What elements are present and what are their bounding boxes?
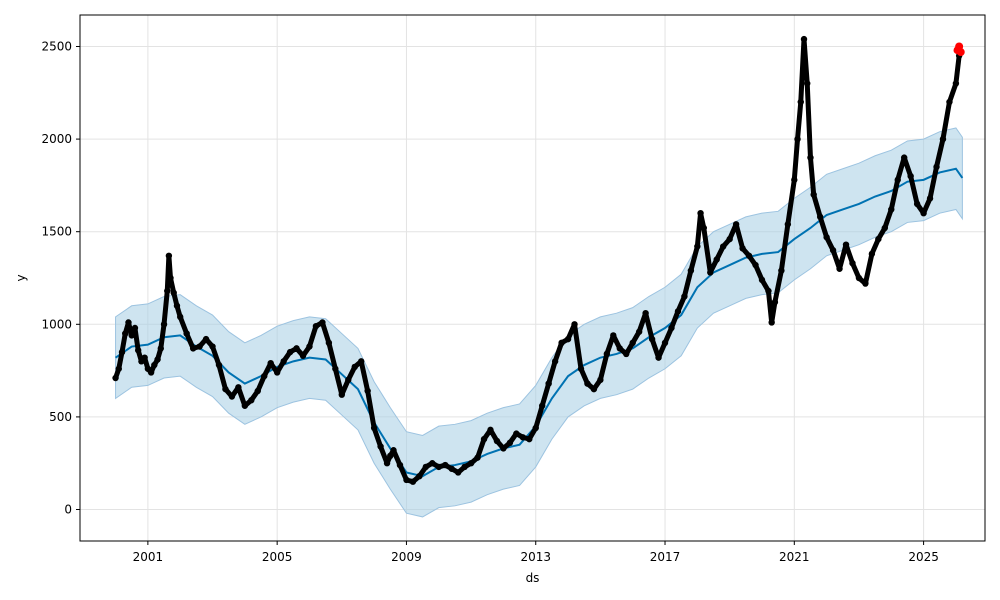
latest-points (953, 42, 965, 57)
observed-point-trace (113, 36, 962, 485)
x-tick-label: 2017 (650, 550, 681, 564)
plot-frame (79, 14, 986, 542)
uncertainty-band-area (115, 127, 963, 518)
y-tick-label: 1500 (41, 225, 72, 239)
x-tick-label: 2009 (391, 550, 422, 564)
x-tick-label: 2025 (908, 550, 939, 564)
y-tick-label: 2000 (41, 132, 72, 146)
forecast-line (114, 167, 964, 478)
observed-points (112, 35, 963, 485)
y-tick-label: 0 (64, 503, 72, 517)
x-axis-ticks: 2001 2005 2009 2013 2017 2021 2025 (133, 541, 939, 564)
y-axis-ticks: 0 500 1000 1500 2000 2500 (41, 39, 80, 517)
x-tick-label: 2013 (520, 550, 551, 564)
y-tick-label: 500 (49, 410, 72, 424)
x-tick-label: 2005 (262, 550, 293, 564)
x-axis-label: ds (526, 571, 540, 585)
forecast-line-path (114, 167, 964, 478)
x-tick-label: 2001 (133, 550, 164, 564)
uncertainty-band (115, 127, 963, 518)
x-tick-label: 2021 (779, 550, 810, 564)
y-tick-label: 1000 (41, 317, 72, 331)
y-tick-label: 2500 (41, 39, 72, 53)
y-axis-label: y (14, 274, 28, 281)
latest-point (956, 48, 965, 57)
